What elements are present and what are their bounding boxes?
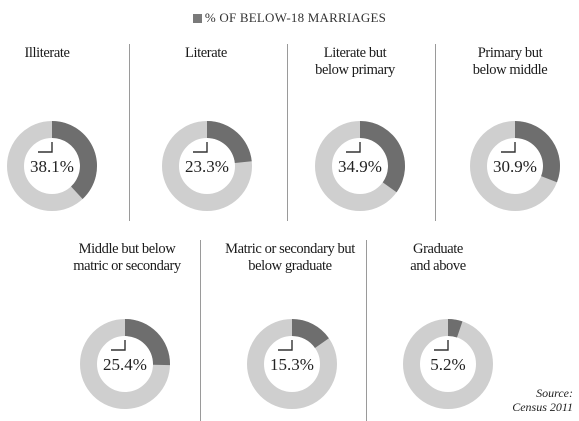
donut-4: 30.9%	[470, 121, 560, 211]
category-label-illiterate: Illiterate	[24, 45, 70, 61]
leader-line	[111, 340, 126, 351]
donut-5: 25.4%	[80, 319, 170, 409]
donut-share-slice	[52, 121, 97, 199]
category-label-literate-below-primary: Literate but below primary	[315, 45, 395, 78]
leader-line	[193, 142, 208, 153]
donut-3: 34.9%	[315, 121, 405, 211]
leader-line	[346, 142, 361, 153]
donut-value-label: 15.3%	[270, 355, 314, 374]
category-label-literate: Literate	[185, 45, 227, 61]
column-divider	[435, 44, 436, 221]
source-note: Source: Census 2011	[512, 386, 573, 414]
donut-value-label: 30.9%	[493, 157, 537, 176]
leader-line	[501, 142, 516, 153]
donut-6: 15.3%	[247, 319, 337, 409]
donut-value-label: 34.9%	[338, 157, 382, 176]
donut-share-slice	[448, 319, 463, 338]
column-divider	[287, 44, 288, 221]
donut-share-slice	[515, 121, 560, 183]
leader-line	[278, 340, 293, 351]
category-label-matric-below-graduate: Matric or secondary but below graduate	[225, 241, 355, 274]
donut-share-slice	[207, 121, 252, 164]
category-label-graduate-above: Graduate and above	[410, 241, 466, 274]
category-label-middle-below-matric: Middle but below matric or secondary	[73, 241, 181, 274]
column-divider	[366, 240, 367, 421]
donut-share-slice	[125, 319, 170, 366]
donut-value-label: 5.2%	[430, 355, 465, 374]
leader-line	[434, 340, 449, 351]
category-label-primary-below-middle: Primary but below middle	[472, 45, 548, 78]
donut-value-label: 38.1%	[30, 157, 74, 176]
legend-swatch	[192, 14, 202, 23]
donut-1: 38.1%	[7, 121, 97, 211]
donut-share-slice	[360, 121, 405, 193]
column-divider	[129, 44, 130, 221]
column-divider	[200, 240, 201, 421]
leader-line	[38, 142, 53, 153]
donut-value-label: 25.4%	[103, 355, 147, 374]
donut-2: 23.3%	[162, 121, 252, 211]
donut-share-slice	[292, 319, 329, 348]
donut-value-label: 23.3%	[185, 157, 229, 176]
legend: % OF BELOW-18 MARRIAGES	[0, 10, 579, 26]
donut-7: 5.2%	[403, 319, 493, 409]
legend-label: % OF BELOW-18 MARRIAGES	[204, 10, 387, 25]
